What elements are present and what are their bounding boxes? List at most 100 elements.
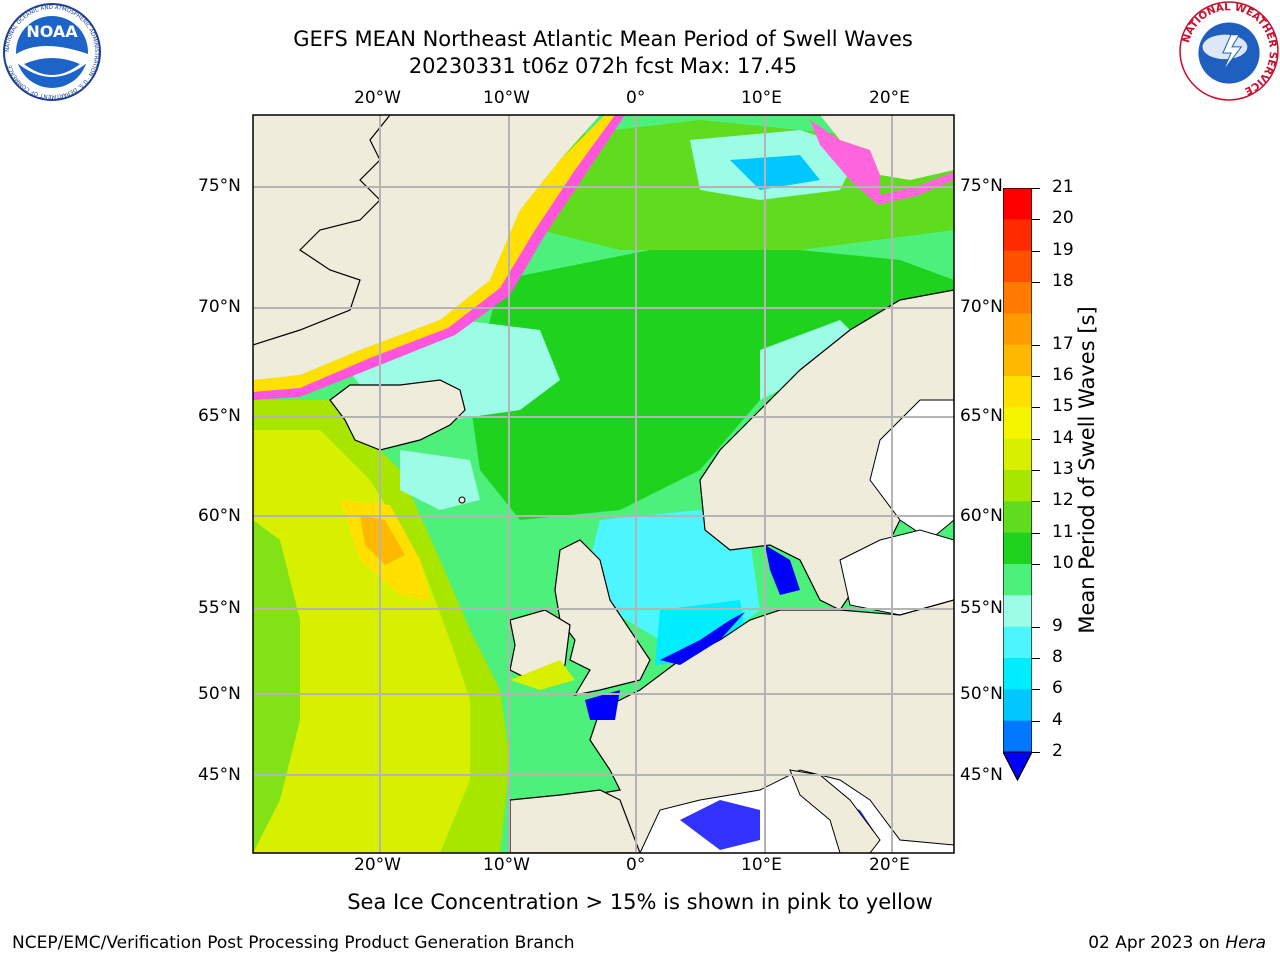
colorbar-segment — [1003, 470, 1032, 502]
colorbar-tick-label: 17 — [1052, 333, 1074, 354]
colorbar-tick — [1032, 564, 1040, 565]
lon-label-top-20w: 20°W — [354, 88, 401, 108]
kattegat-low — [765, 545, 800, 595]
colorbar-tick — [1032, 501, 1040, 503]
sea-ice-note: Sea Ice Concentration > 15% is shown in … — [347, 890, 933, 914]
faroe-islands — [458, 496, 466, 504]
colorbar-tick-label: 13 — [1052, 459, 1074, 479]
lat-label-left-70n: 70°N — [198, 297, 241, 317]
lon-label-bottom-0: 0° — [626, 855, 646, 875]
map-frame — [252, 114, 955, 854]
colorbar-tick — [1032, 720, 1040, 722]
ice-edge — [253, 115, 620, 395]
colorbar-segment — [1003, 501, 1032, 534]
colorbar-tick-label: 9 — [1052, 615, 1063, 636]
chart-subtitle: 20230331 t06z 072h fcst Max: 17.45 — [408, 54, 798, 78]
colorbar-tick-label: 16 — [1052, 365, 1074, 385]
footer-credit: NCEP/EMC/Verification Post Processing Pr… — [12, 933, 575, 953]
colorbar-tick — [1032, 376, 1040, 377]
colorbar-tick-label: 8 — [1052, 647, 1063, 667]
med-swell — [680, 800, 760, 850]
north-sea-low — [660, 612, 745, 665]
colorbar-segment — [1003, 313, 1032, 346]
swell-band-west-inner — [253, 430, 470, 853]
north-sea-south — [655, 600, 745, 665]
lat-label-right-65n: 65°N — [960, 406, 1003, 426]
colorbar-segment — [1003, 219, 1032, 252]
colorbar-tick — [1032, 658, 1040, 659]
lat-label-left-75n: 75°N — [198, 176, 241, 196]
lat-label-left-55n: 55°N — [198, 598, 241, 618]
footer-date: 02 Apr 2023 on Hera — [1088, 933, 1266, 953]
colorbar-tick-label: 18 — [1052, 271, 1074, 291]
colorbar-segment — [1003, 532, 1032, 565]
colorbar-tick-label: 19 — [1052, 239, 1074, 260]
lon-label-bottom-10w: 10°W — [483, 855, 530, 875]
footer-date-text: 02 Apr 2023 on — [1088, 933, 1226, 953]
lon-label-bottom-10e: 10°E — [741, 855, 782, 875]
lat-label-right-70n: 70°N — [960, 297, 1003, 317]
lon-label-top-20e: 20°E — [869, 88, 910, 108]
chart-title: GEFS MEAN Northeast Atlantic Mean Period… — [293, 27, 913, 51]
colorbar-tick — [1032, 689, 1040, 691]
colorbar-tick-label: 15 — [1052, 396, 1074, 417]
colorbar-segment — [1003, 689, 1032, 722]
baltic-water — [839, 529, 954, 616]
lat-label-left-45n: 45°N — [198, 765, 241, 785]
colorbar-segment — [1003, 658, 1032, 690]
colorbar-title: Mean Period of Swell Waves [s] — [1075, 306, 1099, 634]
colorbar-segment — [1003, 564, 1032, 596]
colorbar-segment — [1003, 282, 1032, 314]
lat-label-right-50n: 50°N — [960, 684, 1003, 704]
colorbar-tick-label: 2 — [1052, 741, 1063, 761]
colorbar-tick — [1032, 219, 1040, 221]
colorbar-segment — [1003, 376, 1032, 408]
lat-label-right-60n: 60°N — [960, 506, 1003, 526]
colorbar-tick-label: 4 — [1052, 709, 1063, 730]
lon-label-bottom-20e: 20°E — [869, 855, 910, 875]
svalbard-land — [820, 115, 954, 180]
lon-label-top-10e: 10°E — [741, 88, 782, 108]
lon-label-top-0: 0° — [626, 88, 646, 108]
nws-logo: NATIONAL WEATHER SERVICE — [1179, 1, 1279, 101]
colorbar-segment — [1003, 720, 1032, 753]
swell-west-edge — [253, 520, 300, 853]
colorbar-tick — [1032, 344, 1040, 346]
colorbar-tick-label: 10 — [1052, 553, 1074, 573]
colorbar-tick-label: 6 — [1052, 678, 1063, 699]
lon-label-bottom-20w: 20°W — [354, 855, 401, 875]
svg-text:NOAA: NOAA — [26, 22, 78, 41]
faroe-field — [400, 450, 480, 510]
colorbar-segment — [1003, 188, 1032, 220]
colorbar-tick — [1032, 282, 1040, 283]
colorbar-tick — [1032, 470, 1040, 471]
colorbar-tick-label: 20 — [1052, 208, 1074, 229]
celtic-sea-swell — [510, 660, 575, 690]
colorbar-extend-arrow — [1003, 751, 1032, 782]
colorbar-tick — [1032, 407, 1040, 409]
colorbar-segment — [1003, 407, 1032, 440]
colorbar-segment — [1003, 595, 1032, 628]
biscay-swell — [585, 690, 620, 720]
lon-label-top-10w: 10°W — [483, 88, 530, 108]
colorbar-segment — [1003, 438, 1032, 471]
lat-label-right-55n: 55°N — [960, 598, 1003, 618]
colorbar-tick — [1032, 532, 1040, 534]
noaa-logo: NOAA NATIONAL OCEANIC AND ATMOSPHERIC AD… — [3, 3, 101, 101]
lat-label-left-65n: 65°N — [198, 406, 241, 426]
colorbar-tick-label: 21 — [1052, 177, 1074, 197]
colorbar-tick — [1032, 626, 1040, 628]
lat-label-left-60n: 60°N — [198, 506, 241, 526]
colorbar-tick-label: 14 — [1052, 427, 1074, 448]
colorbar — [1003, 188, 1032, 782]
colorbar-tick — [1032, 752, 1040, 753]
italy-land — [789, 769, 881, 853]
lat-label-right-75n: 75°N — [960, 176, 1003, 196]
iberia-land — [509, 789, 641, 853]
colorbar-segment — [1003, 626, 1032, 659]
norwegian-sea-field — [470, 240, 954, 520]
colorbar-segment — [1003, 250, 1032, 283]
colorbar-tick-label: 11 — [1052, 521, 1074, 542]
colorbar-tick — [1032, 438, 1040, 440]
